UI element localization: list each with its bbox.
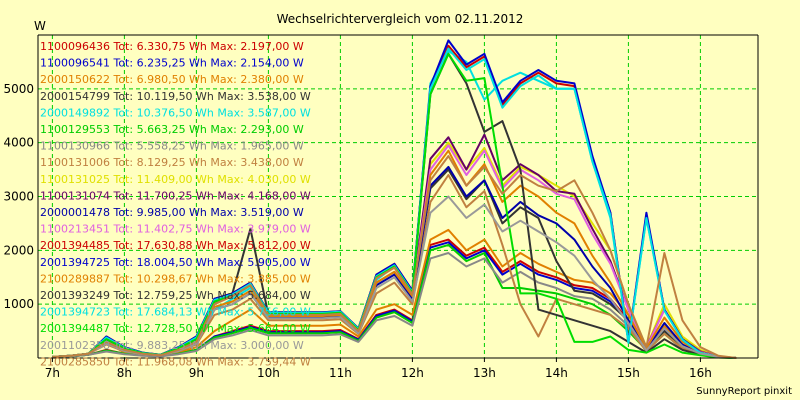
legend-entry: 1100130966 Tot: 5.558,25 Wh Max: 1.965,0… (40, 140, 304, 153)
x-tick-label: 14h (545, 366, 568, 380)
x-tick-label: 9h (189, 366, 204, 380)
legend-entry: 1100213451 Tot: 11.402,75 Wh Max: 3.979,… (40, 223, 311, 236)
axes (37, 34, 759, 359)
legend-entry: 2000150622 Tot: 6.980,50 Wh Max: 2.380,0… (40, 73, 304, 86)
legend-entry: 1100131006 Tot: 8.129,25 Wh Max: 3.438,0… (40, 156, 304, 169)
legend-entry: 2000149892 Tot: 10.376,50 Wh Max: 3.587,… (40, 106, 311, 119)
legend-entry: 2100289887 Tot: 10.298,67 Wh Max: 3.885,… (40, 272, 311, 285)
legend-entry: 2100285850 Tot: 11.968,08 Wh Max: 3.759,… (40, 355, 311, 368)
legend-entry: 1100096541 Tot: 6.235,25 Wh Max: 2.154,0… (40, 57, 304, 70)
y-tick-label: 1000 (3, 297, 34, 311)
y-tick-label: 2000 (3, 243, 34, 257)
legend-entry: 2001394723 Tot: 17.684,13 Wh Max: 5.756,… (40, 306, 311, 319)
x-tick-label: 15h (617, 366, 640, 380)
x-tick-label: 13h (473, 366, 496, 380)
legend-entry: 2001394725 Tot: 18.004,50 Wh Max: 5.905,… (40, 256, 311, 269)
x-tick-label: 11h (329, 366, 352, 380)
x-tick-label: 16h (689, 366, 712, 380)
legend-entry: 1100131025 Tot: 11.409,00 Wh Max: 4.030,… (40, 173, 311, 186)
x-tick-label: 8h (117, 366, 132, 380)
legend-entry: 1100129553 Tot: 5.663,25 Wh Max: 2.293,0… (40, 123, 304, 136)
y-axis-ticks: 1000 2000 3000 4000 5000 (3, 82, 34, 311)
y-tick-label: 5000 (3, 82, 34, 96)
y-tick-label: 4000 (3, 136, 34, 150)
y-tick-label: 3000 (3, 190, 34, 204)
x-tick-label: 12h (401, 366, 424, 380)
legend-entry: 2001102358 Tot: 9.883,25 Wh Max: 3.000,0… (40, 339, 304, 352)
legend-entry: 2000154799 Tot: 10.119,50 Wh Max: 3.538,… (40, 90, 311, 103)
legend-entry: 1100131074 Tot: 11.700,25 Wh Max: 4.168,… (40, 189, 311, 202)
series-line-1100130966 (52, 252, 737, 359)
x-tick-label: 10h (257, 366, 280, 380)
x-tick-label: 7h (45, 366, 60, 380)
chart-title: Wechselrichtervergleich vom 02.11.2012 (277, 12, 524, 26)
legend-entry: 2001393249 Tot: 12.759,25 Wh Max: 5.684,… (40, 289, 311, 302)
x-axis-ticks: 7h 8h 9h 10h 11h 12h 13h 14h 15h 16h (45, 358, 712, 380)
series-lines (52, 39, 737, 359)
legend-entry: 2000001478 Tot: 9.985,00 Wh Max: 3.519,0… (40, 206, 304, 219)
legend-entry: 1100096436 Tot: 6.330,75 Wh Max: 2.197,0… (40, 40, 304, 53)
y-axis-unit-label: W (34, 19, 46, 33)
legend-entry: 2001394485 Tot: 17.630,88 Wh Max: 5.812,… (40, 239, 311, 252)
legend: 1100096436 Tot: 6.330,75 Wh Max: 2.197,0… (40, 40, 311, 368)
series-line-2100285850 (52, 155, 737, 359)
credit-text: SunnyReport pinxit (696, 386, 792, 397)
legend-entry: 2001394487 Tot: 12.728,50 Wh Max: 5.664,… (40, 322, 311, 335)
